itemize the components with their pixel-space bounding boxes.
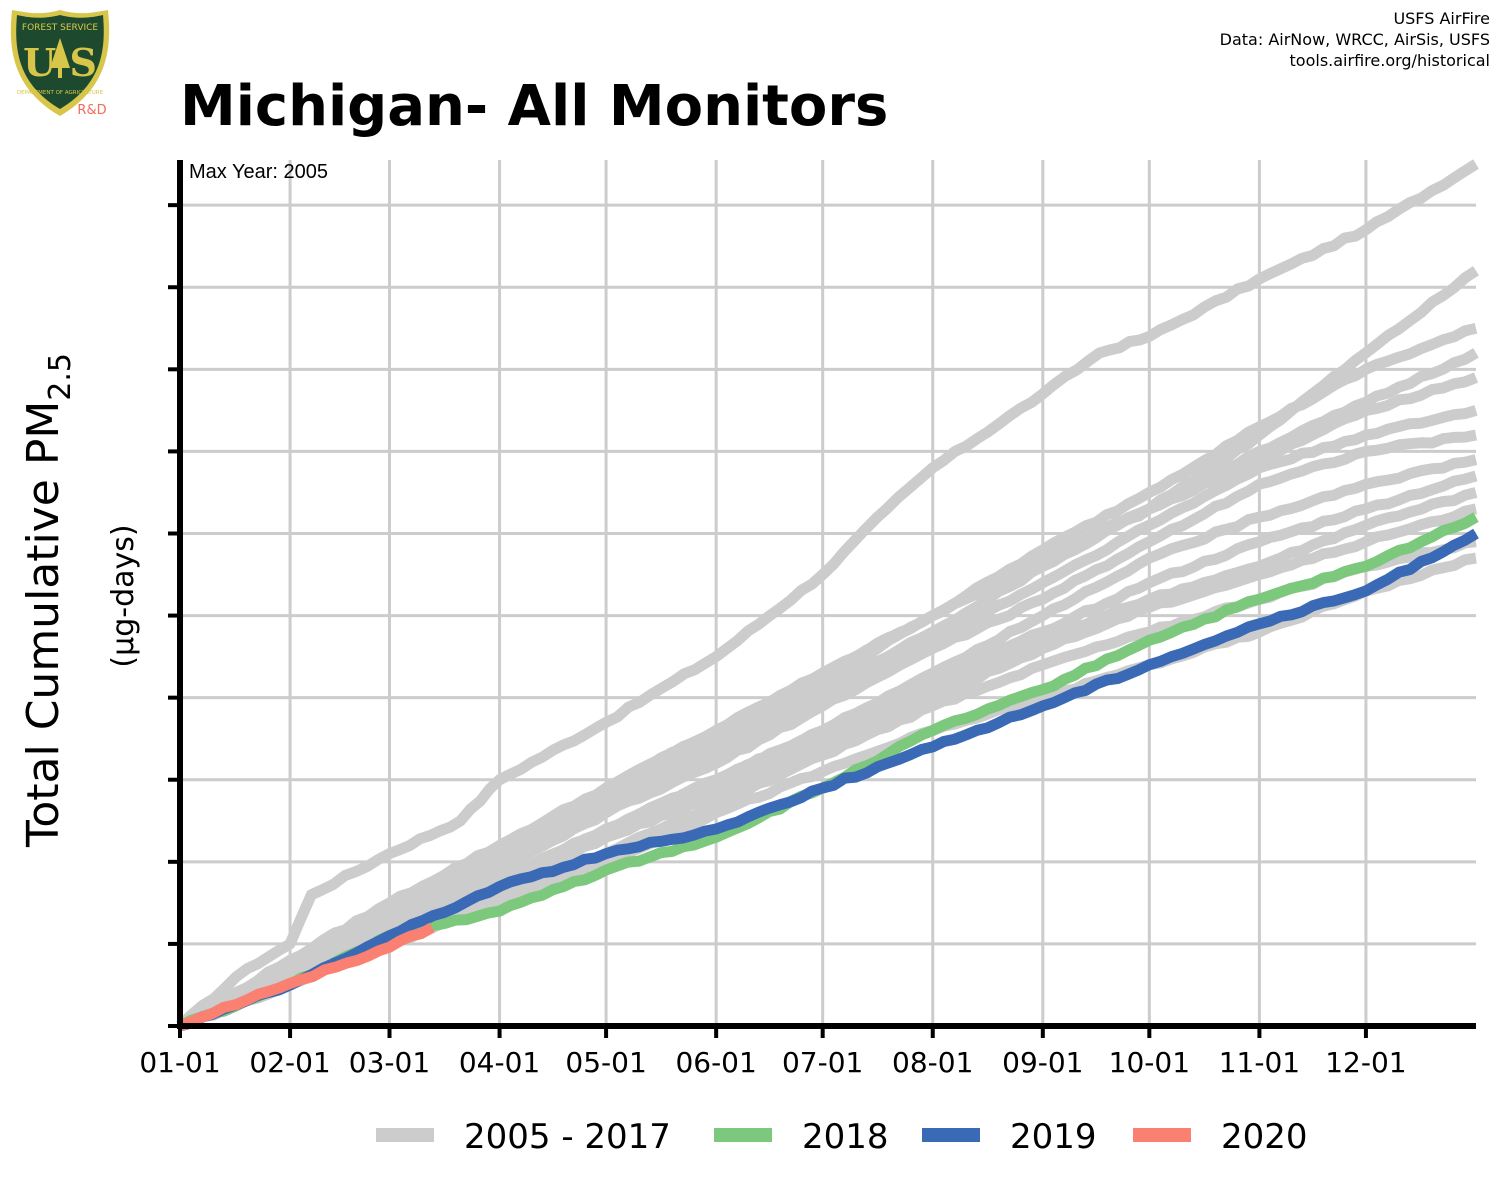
series-layer xyxy=(176,159,1479,1032)
credit-line: Data: AirNow, WRCC, AirSis, USFS xyxy=(1219,30,1490,49)
logo-suffix: R&D xyxy=(77,103,106,118)
credits: USFS AirFire Data: AirNow, WRCC, AirSis,… xyxy=(1220,8,1490,71)
x-tick-label: 09-01 xyxy=(1002,1046,1083,1079)
series-line-2020 xyxy=(178,922,435,1032)
usfs-shield-logo: U S FOREST SERVICE DEPARTMENT OF AGRICUL… xyxy=(10,10,110,118)
series-line-historical xyxy=(176,159,1479,1030)
legend-label: 2019 xyxy=(1010,1117,1097,1157)
x-tick-label: 08-01 xyxy=(892,1046,973,1079)
chart-title: Michigan- All Monitors xyxy=(180,74,889,139)
x-tick-label: 04-01 xyxy=(459,1046,540,1079)
svg-text:Total Cumulative PM2.5: Total Cumulative PM2.5 xyxy=(18,353,78,848)
legend-label: 2020 xyxy=(1221,1117,1308,1157)
legend-label: 2005 - 2017 xyxy=(464,1117,671,1157)
series-line-2019 xyxy=(178,528,1479,1032)
tree-trunk xyxy=(58,68,62,78)
x-tick-label: 12-01 xyxy=(1325,1046,1406,1079)
x-tick-label: 06-01 xyxy=(675,1046,756,1079)
x-tick-label: 02-01 xyxy=(249,1046,330,1079)
y-axis-label: Total Cumulative PM2.5 xyxy=(18,353,78,848)
y-axis-label-sub: 2.5 xyxy=(43,353,78,401)
series-line-historical xyxy=(177,429,1478,1031)
x-tick-label: 03-01 xyxy=(349,1046,430,1079)
legend-label: 2018 xyxy=(802,1117,889,1157)
legend: 2005 - 2017 2018 2019 2020 xyxy=(376,1117,1308,1157)
y-axis-units: (µg-days) xyxy=(106,524,141,667)
x-tick-labels: 01-01 02-01 03-01 04-01 05-01 06-01 07-01 08-01… xyxy=(139,1046,1406,1079)
logo-top-text: FOREST SERVICE xyxy=(22,23,99,33)
axes xyxy=(168,160,1476,1038)
x-tick-label: 01-01 xyxy=(139,1046,220,1079)
max-year-annotation: Max Year: 2005 xyxy=(189,161,328,183)
credit-line: tools.airfire.org/historical xyxy=(1289,51,1490,70)
x-tick-label: 10-01 xyxy=(1109,1046,1190,1079)
logo-bottom-text: DEPARTMENT OF AGRICULTURE xyxy=(17,90,104,96)
x-tick-label: 07-01 xyxy=(782,1046,863,1079)
credit-line: USFS AirFire xyxy=(1393,9,1490,28)
series-line-historical xyxy=(178,487,1478,1032)
series-line-historical xyxy=(177,372,1479,1031)
x-tick-label: 11-01 xyxy=(1219,1046,1300,1079)
tree-icon xyxy=(50,38,70,68)
x-tick-label: 05-01 xyxy=(565,1046,646,1079)
y-axis-label-main: Total Cumulative PM xyxy=(18,401,69,848)
